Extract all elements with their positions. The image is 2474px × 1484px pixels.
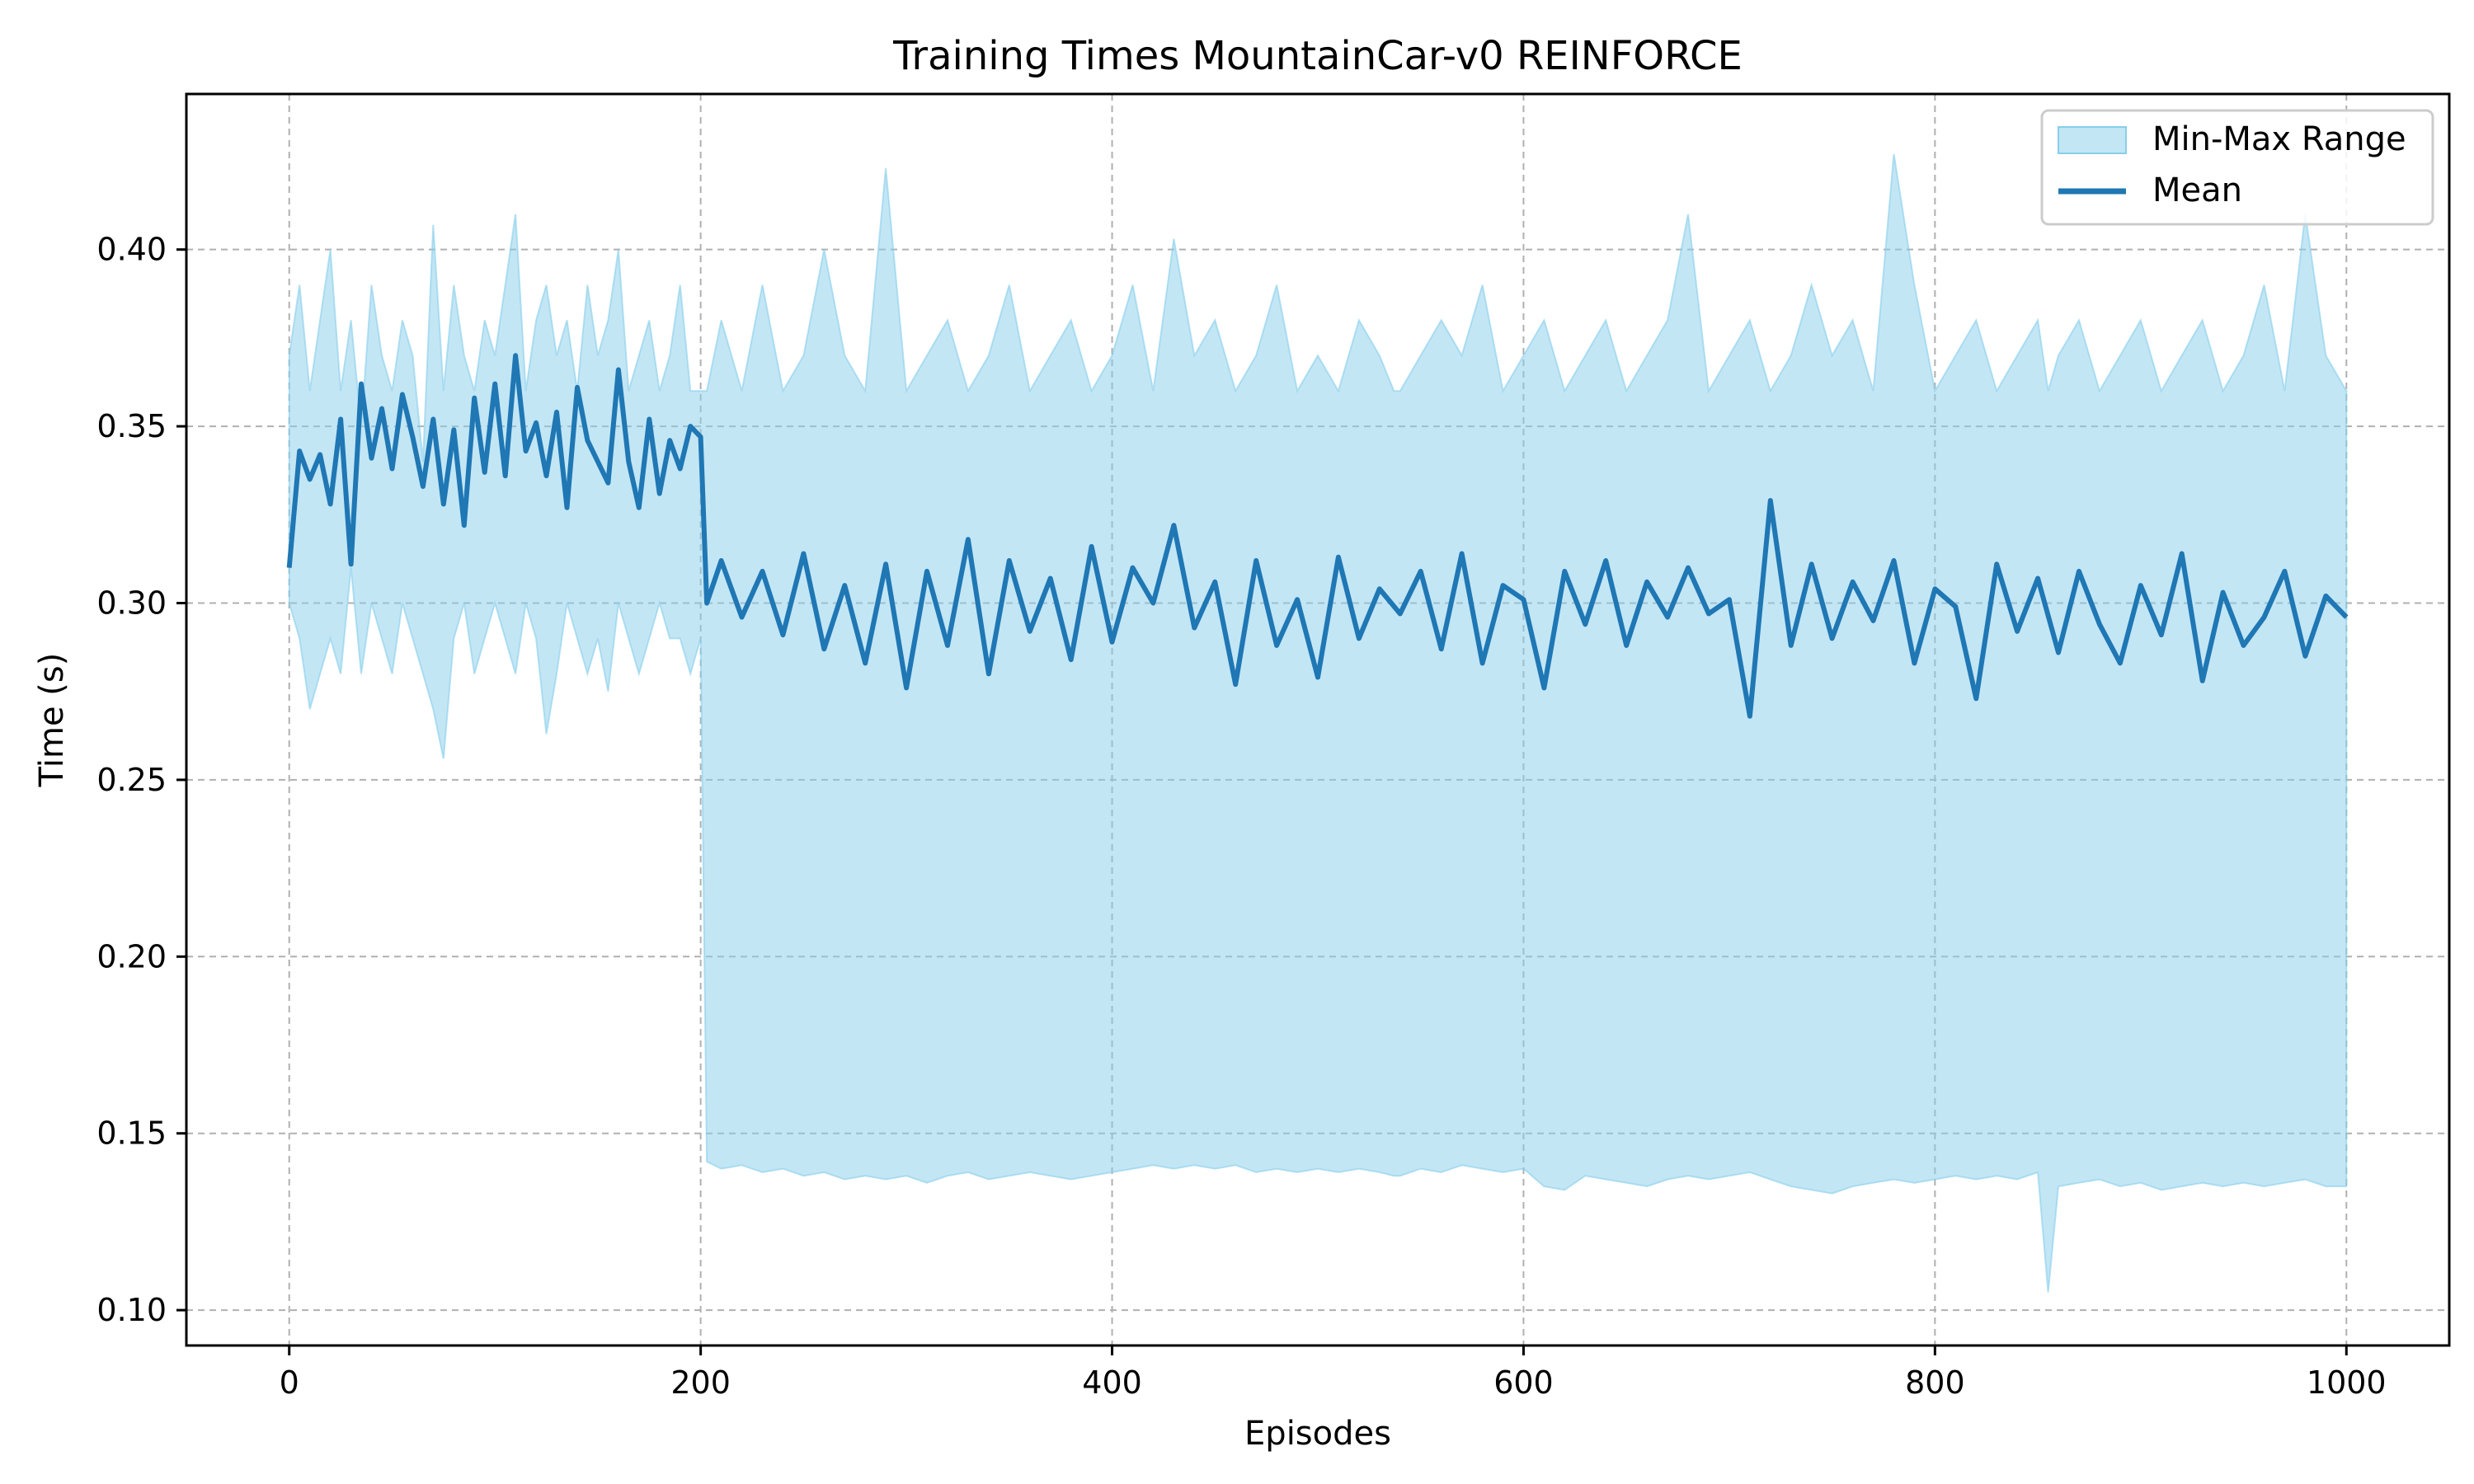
line-layer — [286, 353, 2349, 719]
x-tick-label: 1000 — [2307, 1364, 2387, 1401]
legend-swatch-band — [2058, 126, 2127, 154]
legend-label-line: Mean — [2152, 171, 2242, 209]
band-layer — [288, 153, 2348, 1293]
min-max-range-band — [288, 153, 2348, 1293]
legend-label-band: Min-Max Range — [2152, 120, 2406, 158]
x-tick-label: 800 — [1905, 1364, 1965, 1401]
legend: Min-Max Range Mean — [2040, 109, 2434, 226]
y-tick-label: 0.35 — [96, 408, 167, 444]
legend-box — [2040, 109, 2434, 226]
chart-title: Training Times MountainCar-v0 REINFORCE — [892, 33, 1743, 79]
plot-frame — [185, 92, 2451, 1347]
y-tick-label: 0.10 — [96, 1292, 167, 1328]
x-tick-label: 0 — [280, 1364, 299, 1401]
y-axis: 0.10 0.15 0.20 0.25 0.30 0.35 0.40 — [96, 232, 186, 1328]
y-axis-label: Time (s) — [33, 653, 71, 788]
x-tick-label: 200 — [670, 1364, 731, 1401]
y-tick-label: 0.25 — [96, 762, 167, 798]
x-axis-label: Episodes — [1244, 1415, 1391, 1453]
x-axis: 0 200 400 600 800 1000 — [280, 1345, 2387, 1401]
x-tick-label: 600 — [1493, 1364, 1554, 1401]
y-tick-label: 0.20 — [96, 938, 167, 974]
y-tick-label: 0.30 — [96, 585, 167, 621]
y-tick-label: 0.15 — [96, 1115, 167, 1152]
mean-line — [286, 353, 2349, 719]
x-tick-label: 400 — [1082, 1364, 1142, 1401]
y-tick-label: 0.40 — [96, 232, 167, 268]
